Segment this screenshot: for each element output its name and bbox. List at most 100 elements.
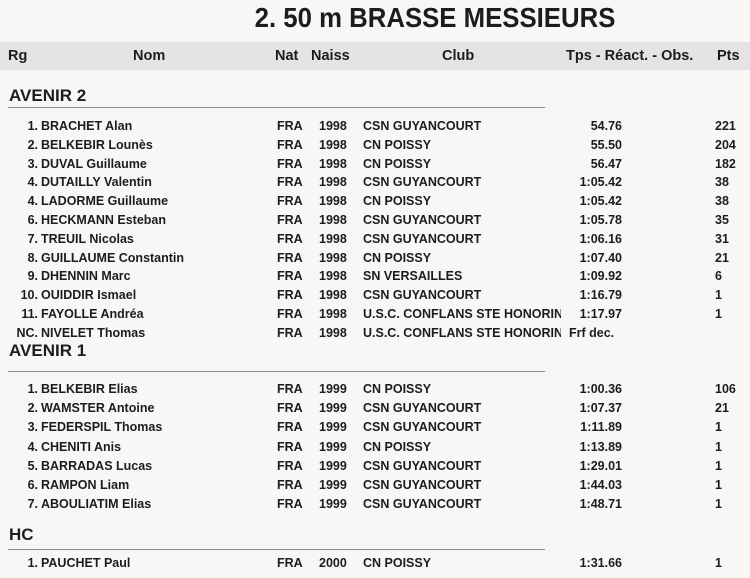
birth-year-cell: 1999	[319, 497, 347, 512]
result-row: 8. GUILLAUME Constantin FRA 1998 CN POISSY 1:…	[0, 249, 750, 267]
birth-year-cell: 1999	[319, 382, 347, 396]
time-cell: 1:05.78	[579, 213, 622, 227]
club-cell: CSN GUYANCOURT	[363, 420, 482, 435]
nat-cell: FRA	[277, 478, 303, 492]
club-cell: CSN GUYANCOURT	[363, 231, 482, 246]
name-cell: PAUCHET Paul	[41, 556, 131, 570]
nat-cell: FRA	[277, 250, 303, 265]
name-cell: FAYOLLE Andréa	[41, 307, 144, 321]
points-cell: 31	[715, 231, 729, 246]
points-cell: 106	[715, 382, 736, 396]
result-row: 1. BRACHET Alan FRA 1998 CSN GUYANCOURT 54.76…	[0, 117, 750, 135]
nat-cell: FRA	[277, 307, 303, 321]
section-heading: AVENIR 2	[9, 86, 87, 105]
result-row: 1. PAUCHET Paul FRA 2000 CN POISSY 1:31.66 1	[0, 554, 750, 572]
points-cell: 21	[715, 250, 729, 265]
nat-cell: FRA	[277, 420, 303, 435]
result-row: 5. BARRADAS Lucas FRA 1999 CSN GUYANCOURT 1:2…	[0, 457, 750, 475]
birth-year-cell: 2000	[319, 556, 347, 570]
nat-cell: FRA	[277, 288, 303, 303]
points-cell: 1	[715, 458, 722, 473]
club-cell: CSN GUYANCOURT	[363, 213, 482, 227]
club-cell: CSN GUYANCOURT	[363, 497, 482, 512]
time-cell: 1:07.40	[579, 250, 622, 265]
time-cell: 1:44.03	[579, 478, 622, 492]
points-cell: 1	[715, 478, 722, 492]
club-cell: CN POISSY	[363, 250, 432, 265]
time-cell: 1:31.66	[579, 556, 622, 570]
nat-cell: FRA	[277, 556, 303, 570]
rank-cell: 1.	[27, 556, 38, 570]
name-cell: GUILLAUME Constantin	[41, 250, 185, 265]
nat-cell: FRA	[277, 401, 303, 416]
name-cell: RAMPON Liam	[41, 478, 130, 492]
birth-year-cell: 1999	[319, 401, 347, 416]
birth-year-cell: 1998	[319, 156, 347, 171]
nat-cell: FRA	[277, 156, 303, 171]
nat-cell: FRA	[277, 231, 303, 246]
name-cell: DHENNIN Marc	[41, 269, 131, 284]
rank-cell: 7.	[27, 497, 38, 512]
nat-cell: FRA	[277, 269, 303, 284]
club-cell: U.S.C. CONFLANS STE HONORINE	[363, 325, 561, 340]
result-row: 3. DUVAL Guillaume FRA 1998 CN POISSY 56.47 18…	[0, 155, 750, 173]
section-divider	[8, 549, 545, 550]
time-cell: 54.76	[590, 119, 622, 133]
rank-cell: 9.	[27, 269, 38, 284]
result-row: 7. ABOULIATIM Elias FRA 1999 CSN GUYANCOURT 1…	[0, 495, 750, 513]
nat-cell: FRA	[277, 458, 303, 473]
points-cell: 1	[715, 288, 722, 303]
time-cell: 1:00.36	[579, 382, 622, 396]
nat-cell: FRA	[277, 175, 303, 190]
birth-year-cell: 1998	[319, 137, 347, 152]
birth-year-cell: 1998	[319, 231, 347, 246]
result-row: 2. WAMSTER Antoine FRA 1999 CSN GUYANCOURT 1:…	[0, 399, 750, 417]
rank-cell: 6.	[27, 213, 38, 227]
birth-year-cell: 1999	[319, 420, 347, 435]
rank-cell: 6.	[27, 478, 38, 492]
points-cell: 1	[715, 307, 722, 321]
result-row: 7. TREUIL Nicolas FRA 1998 CSN GUYANCOURT 1:0…	[0, 230, 750, 248]
result-row: 4. CHENITI Anis FRA 1999 CN POISSY 1:13.89 1	[0, 438, 750, 456]
header-club: Club	[442, 48, 475, 64]
birth-year-cell: 1998	[319, 325, 347, 340]
birth-year-cell: 1998	[319, 269, 347, 284]
points-cell: 182	[715, 156, 736, 171]
club-cell: SN VERSAILLES	[363, 269, 463, 284]
birth-year-cell: 1998	[319, 307, 347, 321]
name-cell: HECKMANN Esteban	[41, 213, 167, 227]
result-row: 6. RAMPON Liam FRA 1999 CSN GUYANCOURT 1:44.0…	[0, 476, 750, 494]
points-cell: 38	[715, 194, 729, 209]
rank-cell: 4.	[27, 194, 38, 209]
birth-year-cell: 1999	[319, 439, 347, 454]
time-cell: 1:29.01	[579, 458, 622, 473]
points-cell: 1	[715, 556, 722, 570]
name-cell: TREUIL Nicolas	[41, 231, 134, 246]
result-row: 6. HECKMANN Esteban FRA 1998 CSN GUYANCOURT 1…	[0, 211, 750, 229]
result-row: 4. DUTAILLY Valentin FRA 1998 CSN GUYANCOURT…	[0, 173, 750, 191]
club-cell: CSN GUYANCOURT	[363, 458, 482, 473]
result-row: NC. NIVELET Thomas FRA 1998 U.S.C. CONFLANS …	[0, 324, 750, 342]
page-title: 2. 50 m BRASSE MESSIEURS	[254, 2, 616, 33]
time-cell: Frf dec.	[569, 325, 615, 340]
club-cell: CN POISSY	[363, 194, 432, 209]
header-birth: Naiss	[311, 48, 350, 64]
club-cell: CN POISSY	[363, 439, 432, 454]
name-cell: BRACHET Alan	[41, 119, 133, 133]
name-cell: WAMSTER Antoine	[41, 401, 155, 416]
rank-cell: 5.	[27, 458, 38, 473]
rank-cell: 11.	[21, 307, 38, 321]
nat-cell: FRA	[277, 497, 303, 512]
time-cell: 1:05.42	[579, 175, 622, 190]
nat-cell: FRA	[277, 213, 303, 227]
rank-cell: 2.	[27, 137, 38, 152]
name-cell: NIVELET Thomas	[41, 325, 146, 340]
result-row: 4. LADORME Guillaume FRA 1998 CN POISSY 1:05.…	[0, 192, 750, 210]
rank-cell: 8.	[27, 250, 38, 265]
header-points: Pts	[717, 48, 740, 64]
nat-cell: FRA	[277, 137, 303, 152]
rank-cell: 10.	[20, 288, 38, 303]
points-cell: 35	[715, 213, 729, 227]
club-cell: CSN GUYANCOURT	[363, 175, 482, 190]
rank-cell: 7.	[27, 231, 38, 246]
